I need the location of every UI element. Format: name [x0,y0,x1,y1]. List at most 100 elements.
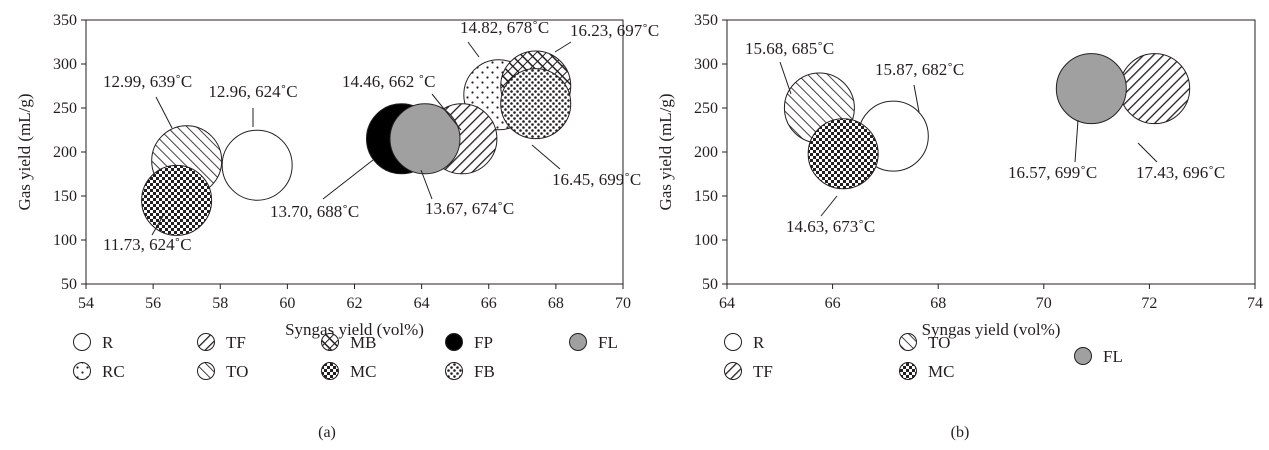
callout-line-fb [531,144,561,170]
legend-swatch-r [724,333,742,351]
callout-line-mb [554,41,572,53]
legend-label-to: TO [226,362,248,381]
x-tick-label: 70 [1036,295,1052,312]
x-tick-label: 54 [78,295,94,312]
y-tick-label: 250 [694,100,718,117]
legend-label-r: R [102,333,114,352]
x-axis-title: Syngas yield (vol%) [285,320,424,339]
x-tick-label: 58 [212,295,228,312]
x-axis-title: Syngas yield (vol%) [922,320,1061,339]
data-label-tf: 17.43, 696˚C [1136,163,1225,182]
x-tick-label: 74 [1247,295,1263,312]
legend-label-tf: TF [226,333,246,352]
bubble-fl [1055,53,1127,125]
legend-swatch-mc [321,362,339,380]
y-tick-label: 300 [53,56,77,73]
data-label-r: 12.96, 624˚C [208,82,297,101]
y-tick-label: 50 [61,276,77,293]
legend-swatch-mc [899,362,917,380]
legend-label-to: TO [928,333,950,352]
data-label-fb: 16.45, 699˚C [552,170,641,189]
legend: R TO FL TF MC [724,333,1123,381]
y-tick-label: 250 [53,100,77,117]
legend-swatch-fp [445,333,463,351]
callout-line-r [913,84,920,113]
y-tick-label: 150 [53,188,77,205]
legend-swatch-fl [1074,347,1092,365]
legend-swatch-rc [73,362,91,380]
x-tick-label: 72 [1141,295,1157,312]
data-label-mc: 11.73, 624˚C [103,235,192,254]
data-label-r: 15.87, 682˚C [875,60,964,79]
legend-swatch-fl [569,333,587,351]
x-tick-label: 66 [481,295,497,312]
callout-line-rc [467,41,480,58]
legend-label-fb: FB [474,362,495,381]
callout-line-tf [431,93,462,131]
x-tick-label: 56 [145,295,161,312]
callout-line-fl [420,169,433,200]
data-label-fl: 13.67, 674˚C [425,199,514,218]
bubble-fb [500,68,572,140]
y-tick-label: 350 [694,12,718,29]
callout-line-fl [1074,119,1079,163]
x-tick-label: 64 [414,295,430,312]
legend-swatch-tf [197,333,215,351]
legend-label-r: R [753,333,765,352]
callout-line-to [155,96,173,129]
panel-label: (a) [318,424,336,441]
plot-frame [726,19,1256,285]
legend-swatch-r [73,333,91,351]
chart-panel-a: 50 100 150 200 250 300 350 54 56 58 60 62 64 66 68 70 Sy… [15,12,659,441]
callout-line-fp [322,159,374,200]
bubble-r [221,129,293,201]
legend-label-fl: FL [1103,347,1123,366]
legend-swatch-mb [321,333,339,351]
y-tick-label: 100 [53,232,77,249]
callout-line-to [779,61,792,95]
data-label-tf: 14.46, 662 ˚C [342,72,436,91]
y-tick-label: 300 [694,56,718,73]
x-tick-label: 62 [347,295,363,312]
data-label-fl: 16.57, 699˚C [1008,163,1097,182]
panel-label: (b) [951,424,970,441]
legend-swatch-fb [445,362,463,380]
legend: R TF MB FP FL RC TO MC FB [73,333,618,381]
callout-line-mc [820,195,838,217]
y-tick-label: 100 [694,232,718,249]
chart-panel-b: 50 100 150 200 250 300 350 64 66 68 70 72 74 Syngas y… [656,12,1263,441]
legend-label-mc: MC [928,362,954,381]
x-tick-label: 68 [930,295,946,312]
legend-label-rc: RC [102,362,125,381]
x-tick-label: 68 [548,295,564,312]
y-tick-label: 50 [702,276,718,293]
x-tick-label: 66 [825,295,841,312]
y-axis-title: Gas yield (mL/g) [656,93,675,210]
legend-swatch-tf [724,362,742,380]
callout-line-mc [151,215,164,236]
bubble-tf [1119,53,1191,125]
data-label-mc: 14.63, 673˚C [786,217,875,236]
legend-swatch-to [197,362,215,380]
bubble-fl [389,103,461,175]
data-label-to: 15.68, 685˚C [745,39,834,58]
legend-label-fp: FP [474,333,493,352]
y-axis-title: Gas yield (mL/g) [15,93,34,210]
legend-label-tf: TF [753,362,773,381]
y-tick-label: 150 [694,188,718,205]
data-label-fp: 13.70, 688˚C [270,202,359,221]
legend-label-mc: MC [350,362,376,381]
legend-label-mb: MB [350,333,376,352]
y-tick-label: 200 [53,144,77,161]
legend-swatch-to [899,333,917,351]
callout-line-tf [1137,142,1158,163]
bubble-mc [807,118,879,190]
x-tick-label: 60 [279,295,295,312]
y-tick-label: 350 [53,12,77,29]
x-tick-label: 64 [719,295,735,312]
data-label-to: 12.99, 639˚C [103,72,192,91]
x-tick-label: 70 [615,295,631,312]
bubble-mc [141,164,213,236]
legend-label-fl: FL [598,333,618,352]
